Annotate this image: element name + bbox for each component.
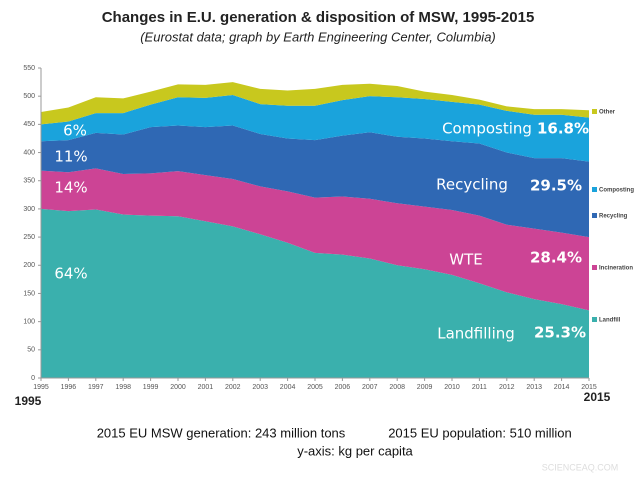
legend-label: Other — [599, 110, 616, 116]
annotation: 25.3% — [534, 324, 586, 342]
area — [41, 168, 589, 311]
legend-label: Composting — [599, 188, 634, 194]
annotation: 64% — [54, 265, 87, 283]
x-tick-label: 1997 — [88, 384, 104, 391]
legend-label: Incineration — [599, 266, 633, 272]
area — [41, 82, 589, 125]
x-tick-label: 1995 — [33, 384, 49, 391]
x-tick-label: 2007 — [362, 384, 378, 391]
legend-swatch — [592, 109, 597, 114]
x-tick-label: 2011 — [472, 384, 487, 391]
chart-subtitle: (Eurostat data; graph by Earth Engineeri… — [140, 29, 496, 44]
axis-end-label: 2015 — [584, 390, 611, 404]
x-tick-label: 2009 — [417, 384, 433, 391]
annotation: Composting — [442, 120, 532, 138]
legend-swatch — [592, 317, 597, 322]
y-tick-label: 0 — [31, 375, 35, 382]
area — [41, 125, 589, 238]
x-tick-label: 2014 — [554, 384, 570, 391]
x-tick-label: 2012 — [499, 384, 515, 391]
y-tick-label: 450 — [23, 121, 35, 128]
axis-end-label: 1995 — [15, 394, 42, 408]
annotation: 29.5% — [530, 177, 582, 195]
y-tick-label: 300 — [23, 206, 35, 213]
y-tick-label: 250 — [23, 234, 35, 241]
y-tick-label: 150 — [23, 290, 35, 297]
note: 2015 EU population: 510 million — [388, 425, 572, 440]
legend-swatch — [592, 265, 597, 270]
chart-title: Changes in E.U. generation & disposition… — [102, 9, 535, 26]
annotation: 14% — [54, 179, 87, 197]
annotation: Landfilling — [437, 325, 515, 343]
y-tick-label: 500 — [23, 93, 35, 100]
x-tick-label: 2005 — [307, 384, 323, 391]
note: y-axis: kg per capita — [297, 443, 413, 458]
area — [41, 208, 589, 378]
y-tick-label: 200 — [23, 262, 35, 269]
annotation: WTE — [449, 251, 482, 269]
y-tick-label: 550 — [23, 65, 35, 72]
note: 2015 EU MSW generation: 243 million tons — [97, 425, 346, 440]
x-tick-label: 2006 — [335, 384, 351, 391]
y-tick-label: 100 — [23, 318, 35, 325]
watermark: SCIENCEAQ.COM — [542, 462, 619, 472]
y-tick-label: 50 — [27, 347, 35, 354]
legend-swatch — [592, 213, 597, 218]
x-tick-label: 1998 — [115, 384, 131, 391]
x-tick-label: 2001 — [198, 384, 214, 391]
x-tick-label: 2000 — [170, 384, 186, 391]
legend-label: Landfill — [599, 318, 621, 324]
x-tick-label: 2013 — [526, 384, 542, 391]
annotation: Recycling — [436, 176, 508, 194]
x-tick-label: 2015 — [581, 384, 597, 391]
annotation: 6% — [63, 122, 87, 140]
x-tick-label: 1999 — [143, 384, 159, 391]
x-tick-label: 1996 — [61, 384, 77, 391]
x-tick-label: 2003 — [252, 384, 268, 391]
y-tick-label: 400 — [23, 149, 35, 156]
annotation: 28.4% — [530, 249, 582, 267]
annotation: 11% — [54, 148, 87, 166]
area — [41, 95, 589, 162]
y-tick-label: 350 — [23, 178, 35, 185]
x-tick-label: 2004 — [280, 384, 296, 391]
x-tick-label: 2010 — [444, 384, 460, 391]
x-tick-label: 2008 — [389, 384, 405, 391]
annotation: 16.8% — [537, 120, 589, 138]
legend-label: Recycling — [599, 214, 628, 220]
x-tick-label: 2002 — [225, 384, 241, 391]
legend-swatch — [592, 187, 597, 192]
